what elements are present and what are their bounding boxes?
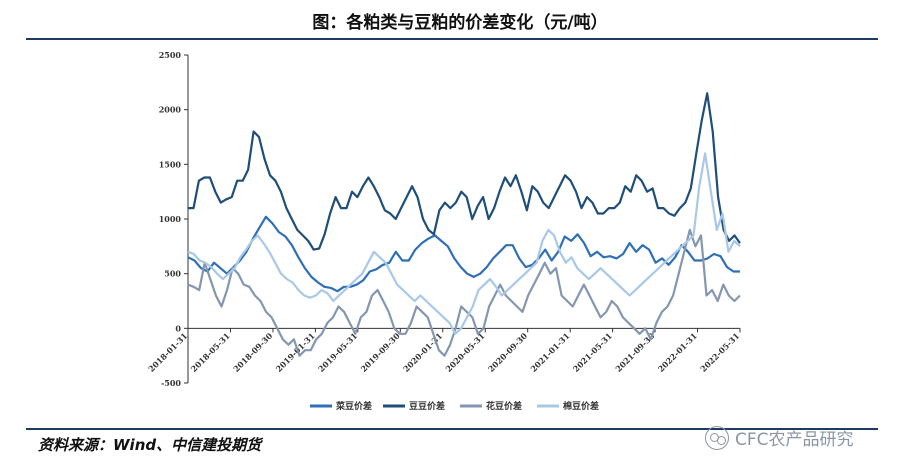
x-tick-label: 2022-01-31 bbox=[656, 331, 699, 374]
watermark-text: CFC农产品研究 bbox=[735, 430, 854, 450]
top-divider bbox=[26, 38, 878, 40]
watermark: CFC农产品研究 bbox=[705, 425, 854, 450]
y-tick-label: 1000 bbox=[159, 214, 182, 224]
y-tick-label: 2000 bbox=[159, 105, 182, 115]
source-note: 资料来源：Wind、中信建投期货 bbox=[38, 436, 262, 454]
x-tick-label: 2018-01-31 bbox=[146, 331, 189, 374]
legend-label: 棉豆价差 bbox=[563, 400, 599, 412]
x-tick-label: 2021-01-31 bbox=[528, 331, 571, 374]
y-tick-label: 2500 bbox=[159, 50, 182, 60]
x-tick-label: 2020-01-31 bbox=[401, 331, 444, 374]
x-tick-label: 2020-05-31 bbox=[443, 331, 486, 374]
series-line-4 bbox=[187, 152, 741, 335]
legend: 菜豆价差 豆豆价差 花豆价差 棉豆价差 bbox=[310, 400, 599, 412]
chart-title: 图：各粕类与豆粕的价差变化（元/吨） bbox=[312, 13, 608, 33]
legend-label: 豆豆价差 bbox=[409, 400, 445, 412]
x-tick-label: 2021-05-31 bbox=[571, 331, 614, 374]
x-tick-label: 2019-01-31 bbox=[274, 331, 317, 374]
y-axis: -500 0 500 1000 1500 2000 2500 bbox=[159, 50, 189, 388]
x-tick-label: 2022-05-31 bbox=[698, 331, 741, 374]
x-tick-label: 2019-05-31 bbox=[316, 331, 359, 374]
series-line-1 bbox=[187, 215, 740, 293]
x-tick-label: 2018-05-31 bbox=[189, 331, 232, 374]
bottom-divider bbox=[26, 428, 878, 430]
legend-label: 菜豆价差 bbox=[335, 400, 372, 412]
series-line-3 bbox=[187, 228, 741, 357]
y-tick-label: 500 bbox=[164, 269, 181, 279]
y-tick-label: -500 bbox=[161, 378, 181, 388]
wechat-icon bbox=[705, 425, 729, 450]
x-tick-label: 2018-09-30 bbox=[231, 330, 275, 374]
y-tick-label: 0 bbox=[175, 323, 181, 333]
x-tick-label: 2019-09-30 bbox=[358, 330, 402, 374]
series-line-2 bbox=[188, 92, 741, 251]
legend-label: 花豆价差 bbox=[486, 400, 522, 412]
y-tick-label: 1500 bbox=[159, 159, 182, 169]
x-tick-label: 2020-09-30 bbox=[486, 330, 530, 374]
series-layer bbox=[187, 92, 741, 357]
